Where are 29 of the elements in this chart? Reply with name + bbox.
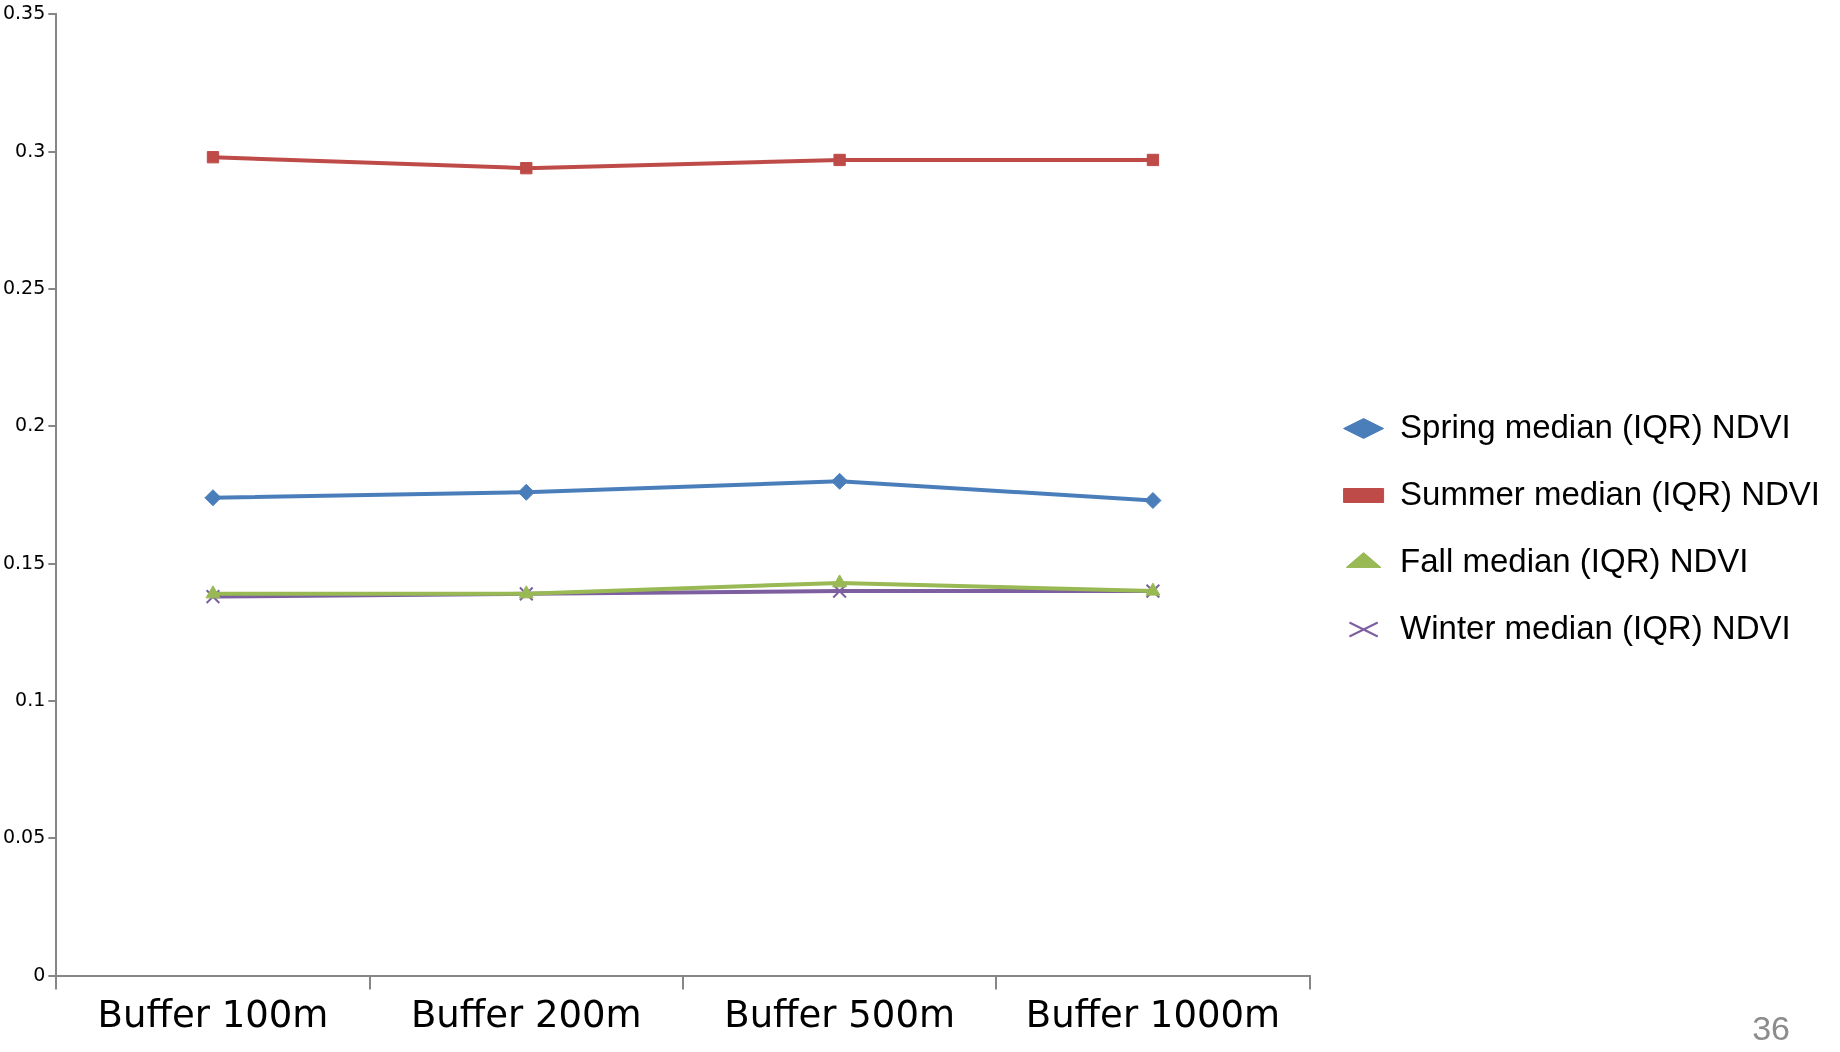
point [204, 489, 222, 507]
y-tick-label: 0.3 [15, 138, 46, 161]
x-tick-label: Buffer 500m [724, 993, 955, 1037]
text: 36 [1752, 1009, 1790, 1048]
y-tick-label: 0 [33, 962, 46, 985]
y-tick-label: 0.15 [2, 550, 46, 573]
point [520, 162, 533, 175]
point [1144, 491, 1162, 509]
point [205, 585, 221, 599]
legend-label: Winter median (IQR) NDVI [1400, 608, 1791, 646]
point [205, 589, 221, 604]
point [833, 153, 846, 167]
point [831, 472, 849, 490]
legend-label: Fall median (IQR) NDVI [1400, 541, 1749, 579]
point [832, 574, 848, 588]
y-tick-label: 0.1 [15, 687, 46, 710]
x-tick-label: Buffer 100m [97, 993, 329, 1037]
x-tick-label: Buffer 200m [410, 993, 642, 1037]
point [206, 151, 220, 164]
point [832, 583, 847, 599]
x-tick-label: Buffer 1000m [1025, 993, 1281, 1037]
legend-label: Spring median (IQR) NDVI [1400, 407, 1791, 445]
y-tick-label: 0.05 [2, 825, 46, 848]
y-tick-label: 0.2 [15, 413, 46, 436]
y-tick-label: 0.35 [2, 1, 46, 24]
y-tick-label: 0.25 [2, 275, 46, 298]
legend-label: Summer median (IQR) NDVI [1400, 474, 1821, 512]
point [1146, 153, 1160, 167]
point [517, 483, 535, 501]
